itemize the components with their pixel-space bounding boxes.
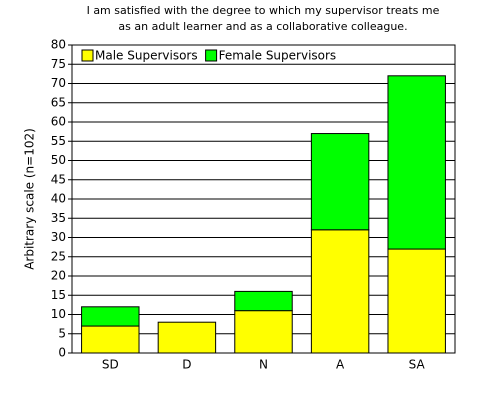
- x-tick-label: N: [259, 358, 268, 372]
- bar-segment: [310, 133, 370, 231]
- y-tick-label: 80: [51, 38, 66, 52]
- y-tick-label: 30: [51, 230, 66, 244]
- y-tick-label: 20: [51, 269, 66, 283]
- bar-segment: [387, 248, 446, 354]
- y-tick-label: 60: [51, 115, 66, 129]
- y-tick-label: 65: [51, 95, 66, 109]
- y-tick-label: 45: [51, 172, 66, 186]
- legend-label: Female Supervisors: [219, 49, 337, 63]
- y-tick-label: 50: [51, 153, 66, 167]
- y-tick-label: 40: [51, 192, 66, 206]
- legend-swatch: [81, 49, 94, 62]
- bar-segment: [234, 290, 293, 312]
- y-tick-label: 70: [51, 76, 66, 90]
- y-tick-label: 25: [51, 249, 66, 263]
- x-tick-label: A: [336, 358, 345, 372]
- legend-label: Male Supervisors: [95, 49, 198, 63]
- bar-segment: [81, 325, 140, 354]
- bar-segment: [234, 310, 293, 354]
- bar-segment: [387, 75, 446, 250]
- bar-segment: [310, 229, 370, 354]
- y-tick-label: 0: [58, 346, 66, 360]
- y-tick-label: 75: [51, 57, 66, 71]
- x-tick-label: SA: [409, 358, 426, 372]
- bar-segment: [157, 321, 217, 354]
- y-tick-label: 15: [51, 288, 66, 302]
- y-tick-label: 55: [51, 134, 66, 148]
- y-tick-label: 10: [51, 307, 66, 321]
- x-tick-label: D: [182, 358, 191, 372]
- legend-swatch: [205, 49, 218, 62]
- chart-title: as an adult learner and as a collaborati…: [118, 20, 407, 33]
- bar-segment: [81, 306, 140, 327]
- x-tick-label: SD: [102, 358, 119, 372]
- y-tick-label: 5: [58, 326, 66, 340]
- chart-title: I am satisfied with the degree to which …: [87, 4, 440, 17]
- y-axis-label: Arbitrary scale (n=102): [23, 128, 37, 270]
- y-tick-label: 35: [51, 211, 66, 225]
